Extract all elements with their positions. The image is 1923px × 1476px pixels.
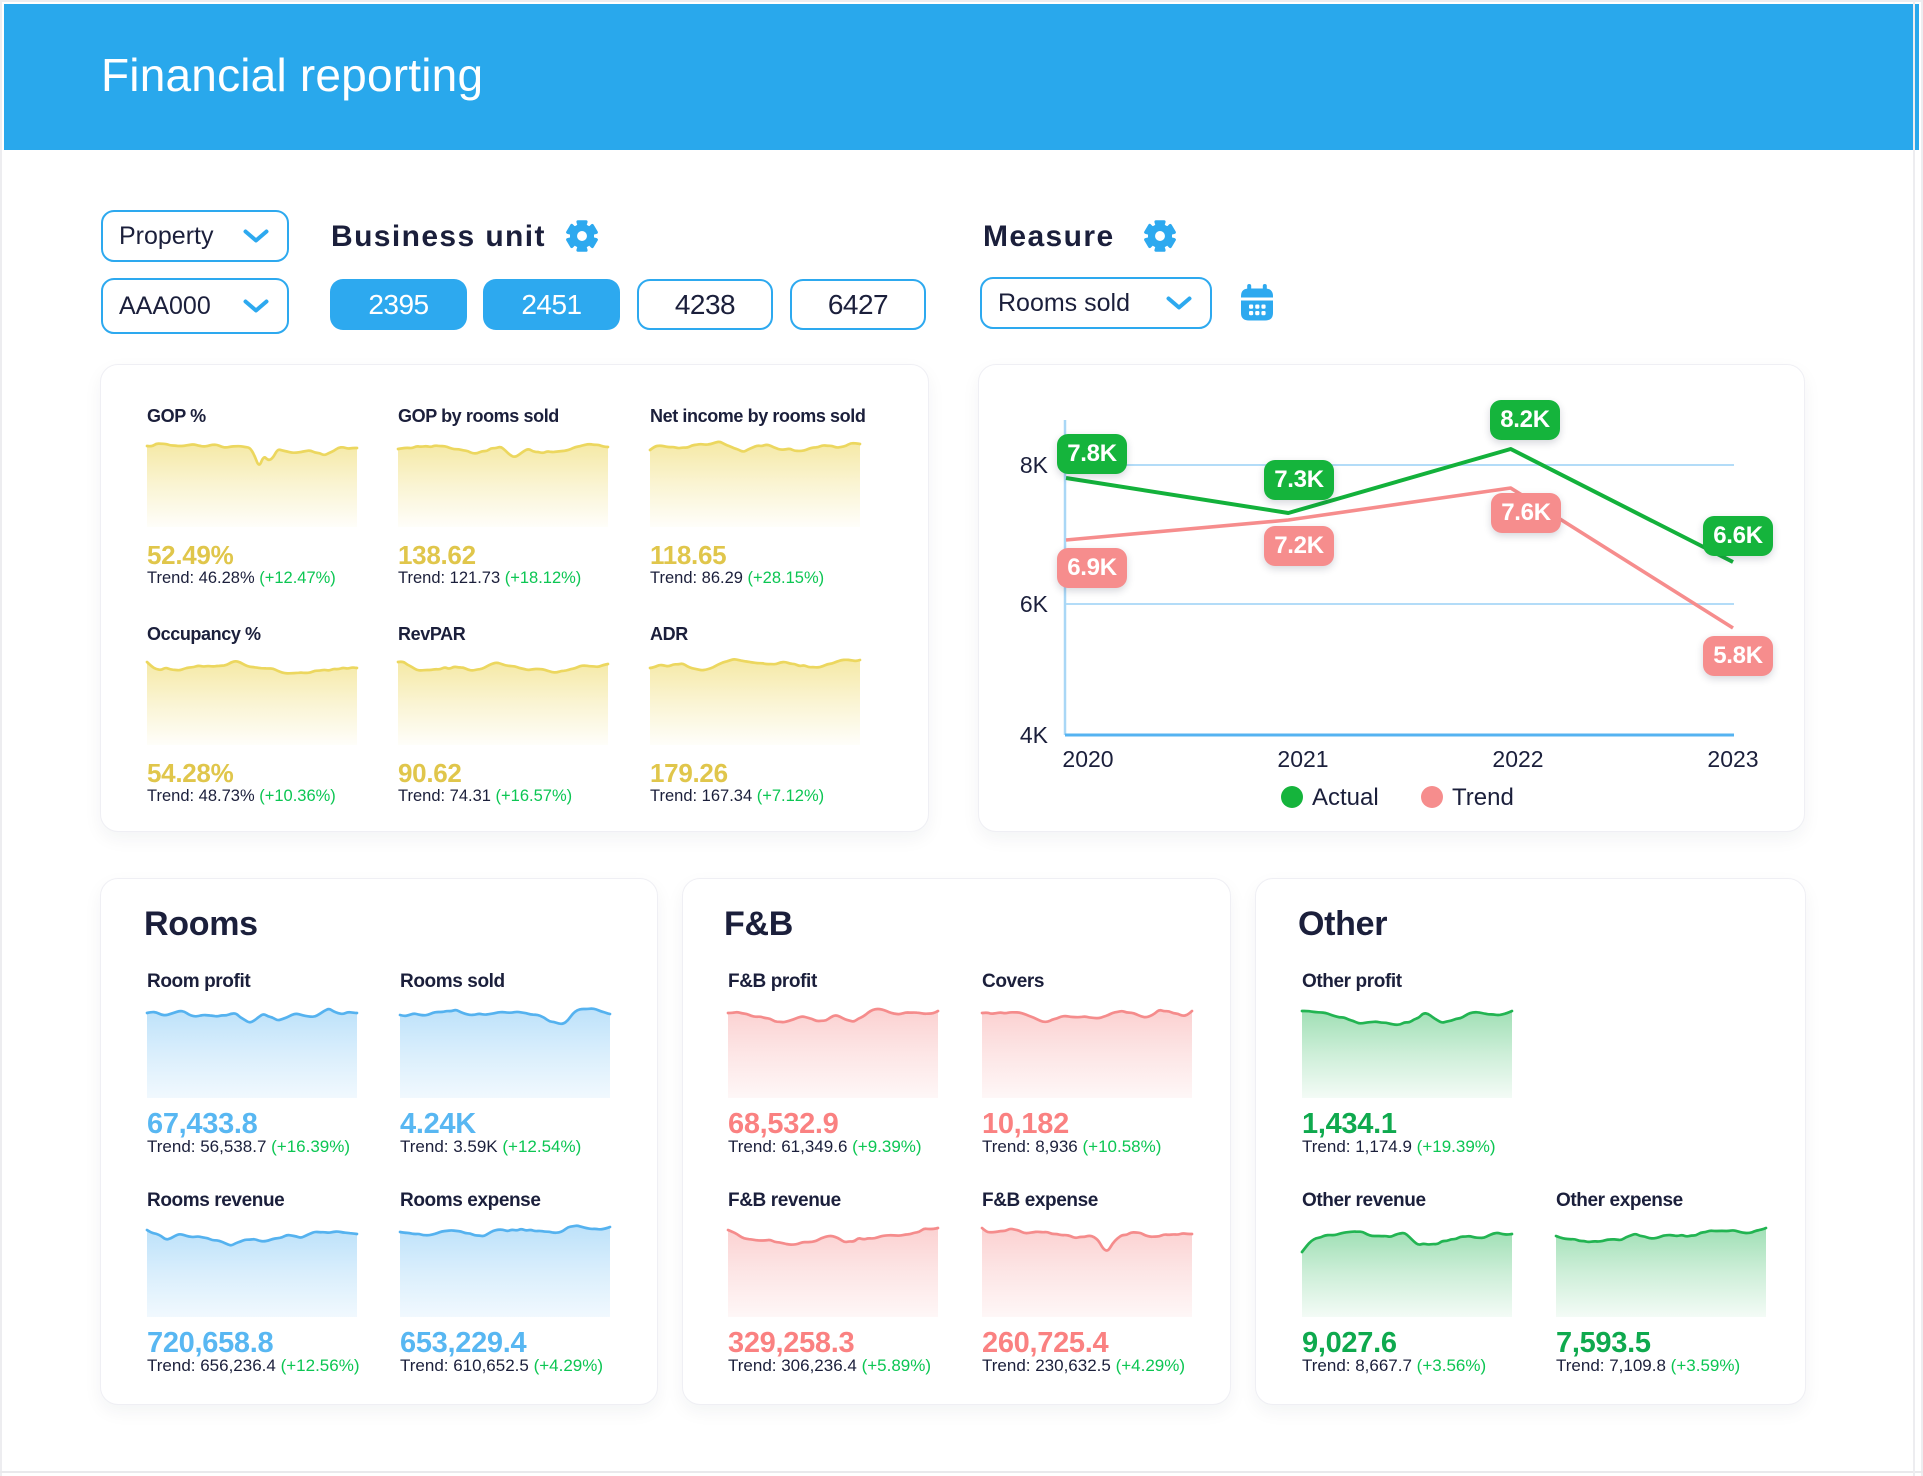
svg-text:8K: 8K — [1020, 452, 1049, 478]
svg-text:2022: 2022 — [1492, 746, 1543, 772]
svg-text:Actual: Actual — [1312, 784, 1379, 811]
svg-text:2021: 2021 — [1277, 746, 1328, 772]
svg-text:6K: 6K — [1020, 591, 1049, 617]
svg-text:2023: 2023 — [1707, 746, 1758, 772]
svg-text:4K: 4K — [1020, 722, 1049, 748]
svg-text:2020: 2020 — [1062, 746, 1113, 772]
svg-text:Trend: Trend — [1452, 784, 1514, 811]
